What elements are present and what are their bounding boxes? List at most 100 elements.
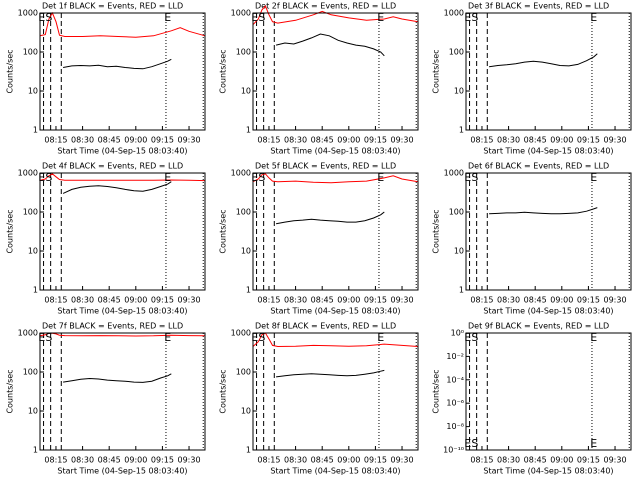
series-line [275,33,385,57]
x-tick-label: 09:15 [151,456,174,465]
plot-frame [39,332,206,451]
plot-frame [252,12,419,131]
annotation: E [164,11,171,24]
x-tick-label: 09:30 [391,136,414,145]
annotation: S [471,11,478,24]
annotation: E [164,331,171,344]
annotation: S [471,437,478,450]
series-line [252,173,419,184]
y-axis-label: Counts/sec [6,369,15,413]
y-tick-label: 1000 [18,329,38,338]
y-tick-label: 10 [28,407,38,416]
y-tick-label: 10 [28,247,38,256]
y-tick-label: 10⁻² [446,352,464,361]
y-tick-label: 100 [449,208,464,217]
x-tick-label: 09:30 [604,296,627,305]
series-line [63,373,172,383]
x-axis-label: Start Time (04-Sep-15 08:03:40) [483,307,613,316]
annotation: S [471,171,478,184]
x-tick-label: 08:15 [470,296,493,305]
annotation: S [258,171,265,184]
annotation: E [164,171,171,184]
annotation: E [377,171,384,184]
x-tick-label: 08:45 [524,456,547,465]
y-tick-label: 1 [33,286,38,295]
plot-frame [39,172,206,291]
series-line [489,207,598,215]
panel-title: Det 7f BLACK = Events, RED = LLD [42,322,183,331]
x-tick-label: 09:00 [550,136,573,145]
x-tick-label: 08:30 [284,136,307,145]
y-tick-label: 100 [23,208,38,217]
annotation: S [471,331,478,344]
annotation: E [590,11,597,24]
annotation: E [377,331,384,344]
panel-title: Det 1f BLACK = Events, RED = LLD [42,2,183,11]
plot-frame [465,332,632,451]
x-tick-label: 08:15 [44,136,67,145]
x-tick-label: 09:30 [391,296,414,305]
y-tick-label: 10⁻⁴ [446,375,464,384]
x-tick-label: 09:30 [391,456,414,465]
y-tick-label: 10 [241,407,251,416]
y-tick-label: 10⁻¹⁰ [443,446,464,455]
annotation: E [464,11,471,24]
y-tick-label: 1000 [18,9,38,18]
plot-frame [39,12,206,131]
x-tick-label: 09:00 [550,296,573,305]
x-tick-label: 08:15 [470,136,493,145]
x-axis-label: Start Time (04-Sep-15 08:03:40) [57,147,187,156]
y-axis-label: Counts/sec [219,49,228,93]
annotation: S [258,11,265,24]
x-tick-label: 08:45 [98,136,121,145]
x-tick-label: 09:15 [577,296,600,305]
x-tick-label: 09:15 [577,456,600,465]
y-tick-label: 1 [459,286,464,295]
annotation: E [251,331,258,344]
panel-title: Det 3f BLACK = Events, RED = LLD [468,2,609,11]
x-tick-label: 09:00 [337,456,360,465]
plot-frame [465,12,632,131]
x-tick-label: 08:45 [98,296,121,305]
y-axis-label: Counts/sec [219,369,228,413]
x-axis-label: Start Time (04-Sep-15 08:03:40) [483,467,613,476]
y-tick-label: 100 [236,208,251,217]
x-tick-label: 08:45 [311,296,334,305]
series-line [62,181,172,194]
x-tick-label: 08:15 [257,136,280,145]
y-tick-label: 100 [236,48,251,57]
y-axis-label: Counts/sec [432,209,441,253]
x-tick-label: 08:45 [524,136,547,145]
annotation: E [38,11,45,24]
y-tick-label: 1 [246,126,251,135]
y-axis-label: Counts/sec [219,209,228,253]
x-tick-label: 09:15 [577,136,600,145]
y-tick-label: 10⁻⁸ [446,422,464,431]
y-tick-label: 10 [241,247,251,256]
x-tick-label: 09:30 [604,456,627,465]
x-tick-label: 08:45 [311,456,334,465]
x-tick-label: 08:30 [71,296,94,305]
y-tick-label: 1 [246,286,251,295]
x-tick-label: 08:45 [311,136,334,145]
y-tick-label: 10 [28,87,38,96]
annotation: E [377,11,384,24]
panel-title: Det 9f BLACK = Events, RED = LLD [468,322,609,331]
y-tick-label: 10 [241,87,251,96]
x-axis-label: Start Time (04-Sep-15 08:03:40) [270,307,400,316]
y-tick-label: 1000 [444,9,464,18]
y-tick-label: 1000 [231,9,251,18]
series-line [252,5,419,26]
x-axis-label: Start Time (04-Sep-15 08:03:40) [483,147,613,156]
annotation: E [590,331,597,344]
x-tick-label: 08:30 [71,456,94,465]
y-tick-label: 10⁰ [451,329,464,338]
annotation: E [464,331,471,344]
y-tick-label: 100 [23,368,38,377]
annotation: E [590,437,597,450]
annotation: E [251,11,258,24]
y-tick-label: 1000 [18,169,38,178]
x-tick-label: 08:30 [284,456,307,465]
series-line [63,58,172,70]
